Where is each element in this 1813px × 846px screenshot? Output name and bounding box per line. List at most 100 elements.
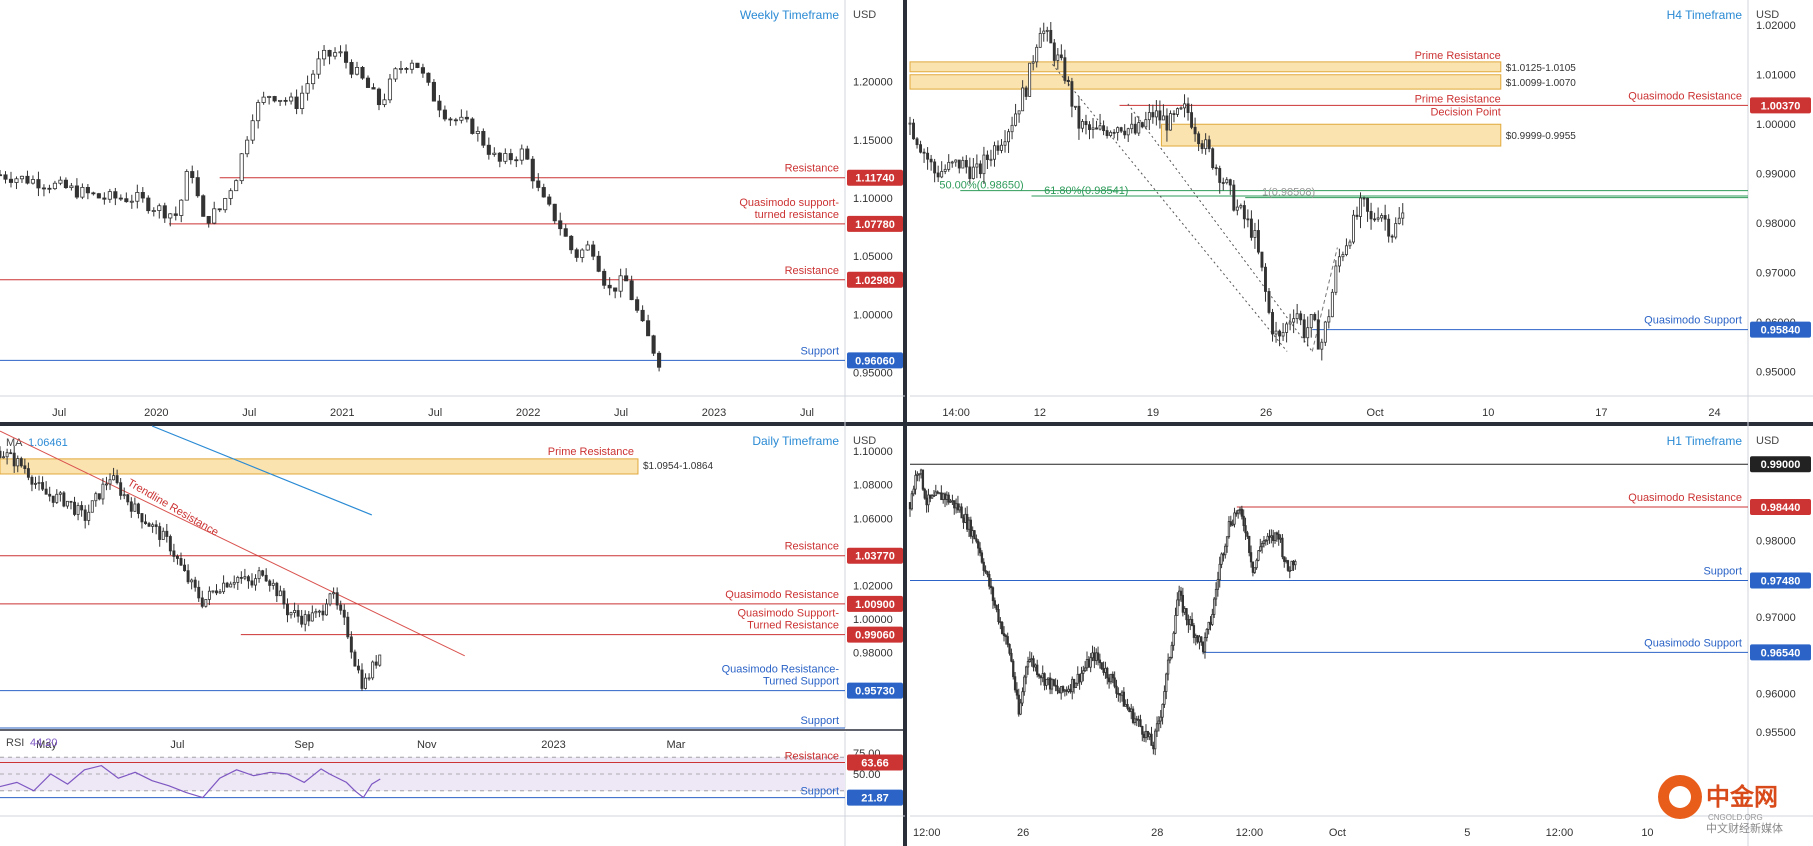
h1-candle (989, 585, 993, 589)
h4-candle (1017, 110, 1021, 115)
weekly-x-tick-label: Jul (800, 407, 814, 419)
h1-candle (1004, 635, 1008, 638)
h4-candle (912, 122, 915, 140)
h4-candle (919, 144, 923, 153)
daily-candle (144, 521, 147, 524)
daily-candle (55, 493, 59, 503)
h4-candle (1014, 113, 1018, 126)
daily-candle (239, 576, 243, 579)
weekly-candle (448, 118, 453, 121)
h1-candle (1290, 560, 1293, 571)
weekly-x-tick-label: 2022 (516, 407, 540, 419)
h4-candle (915, 138, 919, 146)
h1-x-tick-label: 12:00 (1236, 827, 1264, 839)
h1-candle (1082, 670, 1085, 674)
weekly-candle (558, 220, 563, 230)
h4-candle (1098, 125, 1102, 130)
daily-candle (168, 536, 172, 552)
h1-candle (1067, 688, 1070, 692)
h1-candle (1260, 543, 1264, 548)
h1-candle (1128, 707, 1131, 713)
h1-candle (1130, 708, 1133, 713)
h4-candle (961, 159, 965, 169)
h1-candle (1211, 614, 1214, 625)
h4-candle (964, 159, 968, 168)
h4-candle (985, 154, 989, 161)
h4-supply-zone (909, 61, 1502, 73)
h1-candle (1279, 537, 1282, 540)
rsi-line (0, 764, 381, 799)
h1-candle (951, 500, 954, 503)
h1-candle (1288, 570, 1291, 572)
weekly-price-tag (847, 271, 903, 288)
h1-candle (1106, 667, 1109, 679)
daily-y-tick-label: 1.10000 (853, 446, 893, 458)
h1-candle (934, 491, 937, 496)
h1-candle (954, 503, 958, 509)
h4-pattern-line (1127, 103, 1313, 352)
h1-candle (1137, 719, 1140, 722)
h1-candle (1218, 563, 1221, 581)
h4-candle (1397, 217, 1401, 224)
h4-fib-label: 1(0.98508) (1262, 187, 1315, 199)
daily-candle (34, 482, 37, 485)
daily-candle (300, 615, 304, 625)
h1-candle (1225, 536, 1229, 547)
h1-candle (1015, 689, 1019, 696)
weekly-candle (107, 191, 112, 200)
h4-fib-label: 50.00%(0.98650) (939, 180, 1023, 192)
weekly-candle (96, 193, 101, 199)
h1-candle (1017, 694, 1020, 715)
h4-candle (1137, 122, 1141, 134)
h4-candle (1214, 167, 1218, 170)
h4-x-tick-label: 10 (1482, 407, 1494, 419)
daily-zone-title: Prime Resistance (548, 446, 634, 458)
daily-price-tag-label: 0.95730 (855, 686, 895, 698)
h4-candle (929, 158, 933, 163)
h4-candle (1112, 131, 1116, 134)
h1-candle (997, 609, 1000, 623)
daily-y-tick-label: 1.02000 (853, 580, 893, 592)
daily-candle (254, 578, 257, 586)
h4-candle (933, 161, 937, 174)
h4-y-tick-label: 0.99000 (1756, 168, 1796, 180)
daily-supply-zone (0, 458, 639, 475)
h1-candle (1273, 532, 1277, 541)
weekly-price-tag (847, 169, 903, 186)
h4-candle (1200, 143, 1204, 150)
h1-candle (921, 469, 925, 490)
weekly-candle (387, 78, 393, 101)
weekly-level-label: Resistance (785, 265, 839, 277)
h4-candle (1193, 126, 1197, 135)
daily-trendline (0, 430, 465, 657)
h4-candle (1323, 321, 1327, 343)
weekly-candle (118, 197, 123, 200)
weekly-candle (618, 275, 623, 292)
h4-candle (1352, 214, 1355, 243)
h1-candle (1281, 537, 1284, 558)
h1-candle (918, 473, 921, 476)
h1-candle (993, 600, 996, 606)
h1-candle (1006, 636, 1009, 645)
h1-candle (1227, 521, 1231, 538)
daily-candle (9, 452, 13, 455)
weekly-x-tick-label: Jul (242, 407, 256, 419)
h1-candle (1284, 560, 1288, 562)
h1-candle (1117, 692, 1120, 695)
daily-y-tick-label: 1.08000 (853, 480, 893, 492)
h4-candle (1095, 127, 1098, 130)
daily-candle (190, 579, 194, 583)
h1-candle (1139, 719, 1142, 727)
weekly-candle (217, 208, 222, 211)
h4-candle (1401, 212, 1405, 219)
h1-candle (1192, 625, 1196, 638)
h1-candle (1041, 673, 1044, 679)
daily-candle (105, 483, 108, 486)
h4-candle (1337, 256, 1341, 267)
h4-candle (1197, 133, 1201, 145)
h4-candle (1070, 81, 1074, 107)
h1-candle (1030, 658, 1033, 661)
h1-candle (1102, 668, 1105, 673)
h1-candle (1209, 621, 1212, 625)
h1-candle (956, 503, 960, 511)
